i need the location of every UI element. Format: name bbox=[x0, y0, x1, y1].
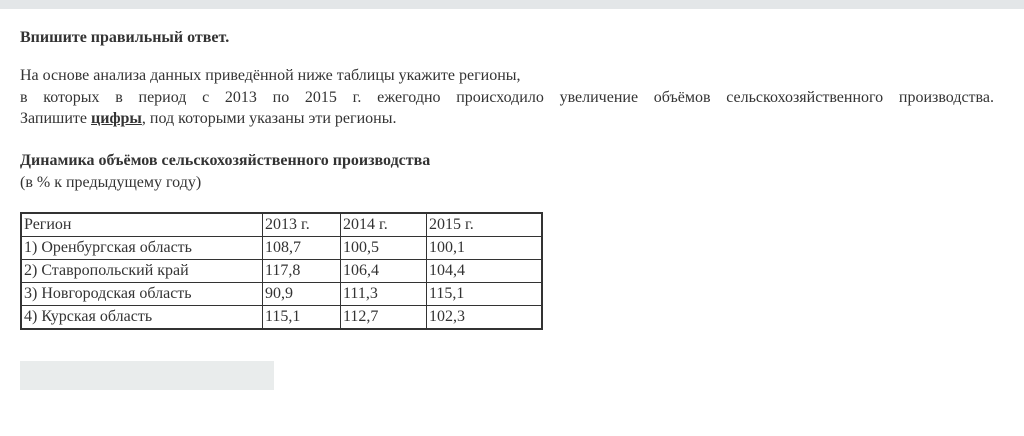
table-cell: 106,4 bbox=[340, 259, 427, 283]
header-cell: 2013 г. bbox=[262, 212, 341, 237]
table-row: 4) Курская область 115,1 112,7 102,3 bbox=[20, 305, 543, 330]
task-content: Впишите правильный ответ. На основе анал… bbox=[20, 27, 994, 194]
table-cell: 115,1 bbox=[426, 282, 543, 306]
table-cell: 4) Курская область bbox=[20, 305, 263, 330]
table-cell: 100,1 bbox=[426, 236, 543, 260]
table-cell: 108,7 bbox=[262, 236, 341, 260]
data-table: Регион 2013 г. 2014 г. 2015 г. 1) Оренбу… bbox=[20, 212, 543, 330]
table-cell: 100,5 bbox=[340, 236, 427, 260]
top-bar bbox=[0, 0, 1024, 9]
table-cell: 117,8 bbox=[262, 259, 341, 283]
table-row: 1) Оренбургская область 108,7 100,5 100,… bbox=[20, 236, 543, 260]
table-header-row: Регион 2013 г. 2014 г. 2015 г. bbox=[20, 212, 543, 237]
table-cell: 2) Ставропольский край bbox=[20, 259, 263, 283]
table-cell: 111,3 bbox=[340, 282, 427, 306]
table-title: Динамика объёмов сельскохозяйственного п… bbox=[20, 151, 431, 169]
table-cell: 102,3 bbox=[426, 305, 543, 330]
table-cell: 115,1 bbox=[262, 305, 341, 330]
task-line-1: На основе анализа данных приведённой ниж… bbox=[20, 67, 521, 84]
answer-input[interactable] bbox=[20, 361, 274, 390]
table-cell: 1) Оренбургская область bbox=[20, 236, 263, 260]
task-line-3-pre: Запишите bbox=[20, 110, 92, 127]
table-subtitle: (в % к предыдущему году) bbox=[20, 173, 202, 191]
task-text: На основе анализа данных приведённой ниж… bbox=[20, 65, 994, 130]
header-cell: Регион bbox=[20, 212, 263, 237]
instruction-title: Впишите правильный ответ. bbox=[20, 29, 230, 46]
table-cell: 112,7 bbox=[340, 305, 427, 330]
header-cell: 2014 г. bbox=[340, 212, 427, 237]
table-cell: 90,9 bbox=[262, 282, 341, 306]
table-cell: 3) Новгородская область bbox=[20, 282, 263, 306]
task-line-3: Запишите цифры, под которыми указаны эти… bbox=[20, 108, 994, 130]
task-line-3-post: , под которыми указаны эти регионы. bbox=[141, 110, 397, 127]
header-cell: 2015 г. bbox=[426, 212, 543, 237]
table-row: 2) Ставропольский край 117,8 106,4 104,4 bbox=[20, 259, 543, 283]
table-cell: 104,4 bbox=[426, 259, 543, 283]
table-row: 3) Новгородская область 90,9 111,3 115,1 bbox=[20, 282, 543, 306]
emphasis-digits: цифры bbox=[91, 110, 142, 127]
task-line-2: в которых в период с 2013 по 2015 г. еже… bbox=[20, 88, 994, 106]
